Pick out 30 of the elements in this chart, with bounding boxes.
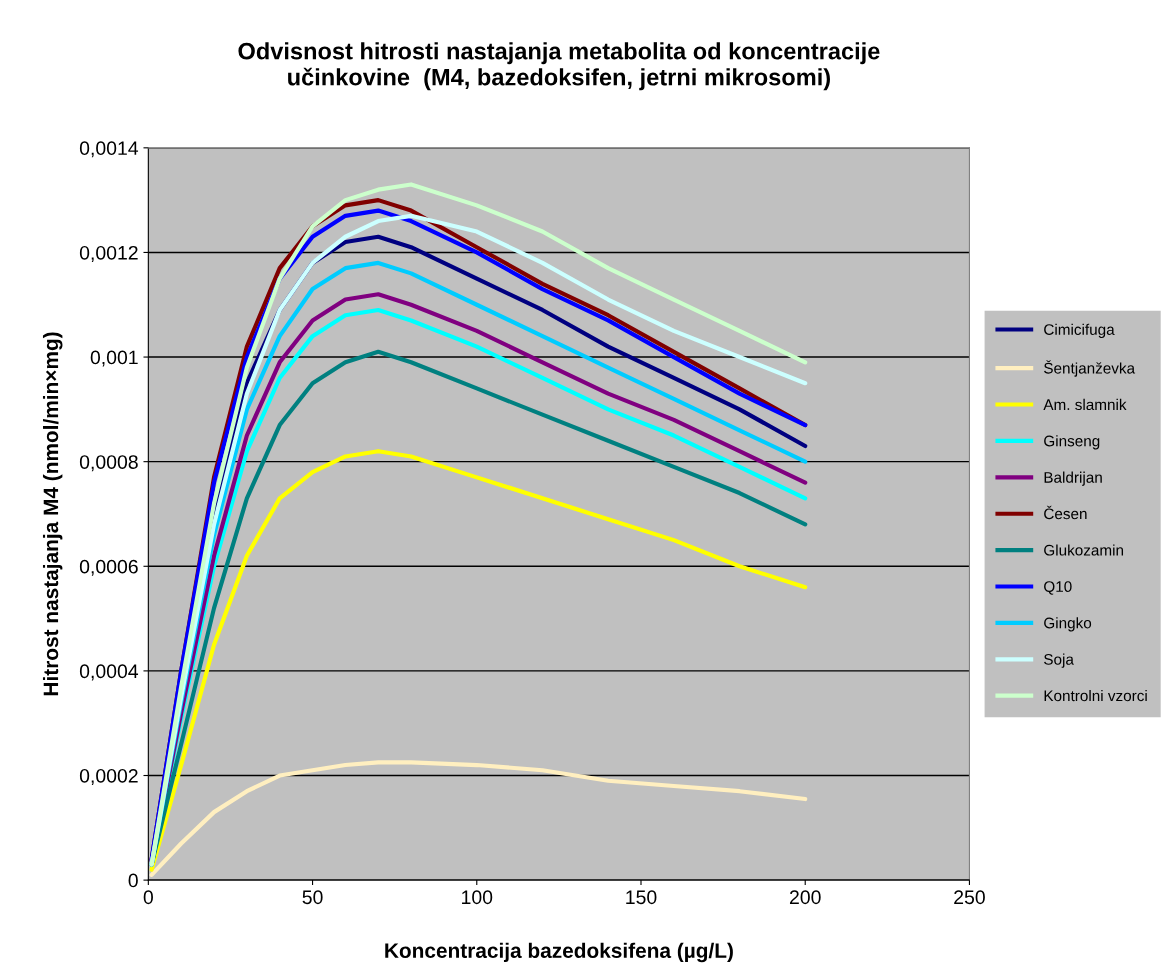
legend-label: Am. slamnik	[1043, 398, 1127, 411]
y-axis-title: Hitrost nastajanja M4 (nmol/min×mg)	[42, 332, 63, 696]
legend-label: Ginseng	[1044, 435, 1100, 450]
x-tick-label: 200	[789, 890, 821, 905]
legend-label: Soja	[1044, 653, 1074, 668]
y-tick-label: 0,0002	[79, 768, 138, 786]
chart-title: Odvisnost hitrosti nastajanja metabolita od koncentracije učinkovine (M4, bazedoksifen, jetrni mikrosomi)	[238, 42, 880, 91]
y-tick-label: 0,0004	[79, 664, 139, 681]
x-tick-label: 50	[302, 890, 323, 905]
y-tick-label: 0,0008	[79, 455, 138, 472]
x-tick-label: 0	[143, 890, 153, 905]
legend-label: Cimicifuga	[1044, 323, 1115, 338]
legend-label: Q10	[1044, 581, 1072, 595]
y-tick-label: 0,001	[90, 350, 138, 367]
x-tick-label: 100	[462, 890, 493, 905]
line-series	[149, 760, 808, 877]
x-axis-title: Koncentracija bazedoksifena (µg/L)	[385, 942, 733, 963]
legend-label: Šentjanževka	[1044, 360, 1136, 377]
legend-label: Baldrijan	[1044, 471, 1102, 486]
y-tick-label: 0,0006	[79, 559, 138, 576]
y-tick-label: 0,0012	[79, 245, 138, 262]
line-series	[149, 449, 808, 872]
x-tick-label: 250	[954, 890, 985, 905]
legend-label: Glukozamin	[1044, 544, 1124, 556]
y-tick-label: 0,0014	[79, 141, 139, 158]
y-tick-label: 0	[128, 873, 138, 888]
legend-label: Gingko	[1044, 617, 1092, 632]
legend-label: Česen	[1044, 505, 1087, 520]
x-tick-label: 150	[626, 890, 657, 905]
legend-label: Kontrolni vzorci	[1044, 689, 1147, 702]
